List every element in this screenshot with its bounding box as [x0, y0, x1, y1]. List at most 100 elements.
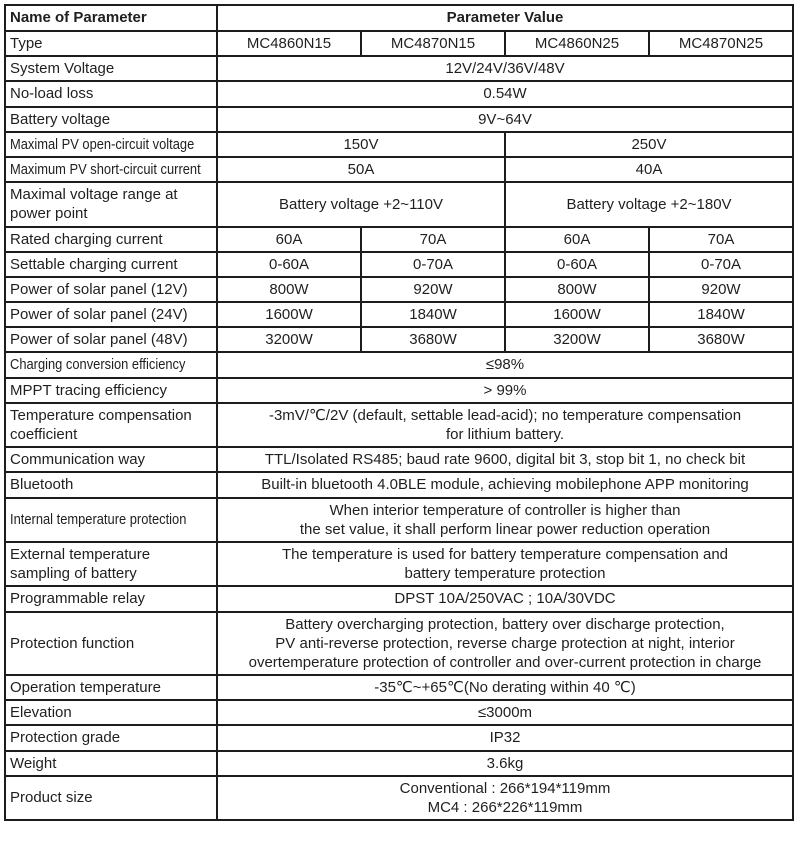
cell-value: 9V~64V — [216, 105, 794, 133]
param-name: Power of solar panel (24V) — [4, 301, 218, 329]
cell-value: -35℃~+65℃(No derating within 40 ℃) — [216, 674, 794, 702]
param-label: Communication way — [10, 451, 146, 469]
cell-value: 800W — [216, 275, 362, 304]
table-row-protection-grade: Protection grade IP32 — [4, 724, 794, 752]
param-label: Bluetooth — [10, 476, 74, 494]
cell-value: 70A — [648, 225, 794, 253]
cell-value: 1840W — [360, 301, 506, 329]
cell-value: 150V — [216, 130, 506, 158]
cell-value: TTL/Isolated RS485; baud rate 9600, digi… — [216, 446, 794, 474]
param-label: Operation temperature — [10, 679, 161, 697]
cell-value: 3200W — [504, 326, 650, 354]
param-name: MPPT tracing efficiency — [4, 376, 218, 404]
cell-value: When interior temperature of controller … — [216, 496, 794, 543]
param-label: Settable charging current — [10, 255, 178, 273]
param-label: Internal temperature protection — [10, 511, 187, 529]
cell-value: MC4870N15 — [360, 29, 506, 58]
cell-value: 3.6kg — [216, 749, 794, 777]
param-label: Protection function — [10, 634, 135, 652]
param-label: Weight — [10, 754, 57, 772]
cell-value: 0.54W — [216, 80, 794, 108]
param-name: Type — [4, 29, 218, 58]
table-row-communication-way: Communication way TTL/Isolated RS485; ba… — [4, 446, 794, 474]
param-label: Maximal voltage range at power point — [10, 186, 178, 223]
cell-value: Battery voltage +2~110V — [216, 181, 506, 228]
table-row-internal-temperature-protection: Internal temperature protection When int… — [4, 496, 794, 543]
cell-value: Built-in bluetooth 4.0BLE module, achiev… — [216, 471, 794, 499]
cell-value: 40A — [504, 155, 794, 184]
param-name: Internal temperature protection — [4, 496, 218, 543]
table-row-max-voltage-range: Maximal voltage range at power point Bat… — [4, 181, 794, 228]
cell-value: 60A — [504, 225, 650, 253]
param-name: System Voltage — [4, 55, 218, 83]
table-row-power-solar-panel-12v: Power of solar panel (12V) 800W 920W 800… — [4, 275, 794, 304]
cell-value: 3680W — [648, 326, 794, 354]
cell-value: ≤98% — [216, 351, 794, 379]
param-name: No-load loss — [4, 80, 218, 108]
cell-value: 3200W — [216, 326, 362, 354]
cell-value: 920W — [360, 275, 506, 304]
cell-value: 70A — [360, 225, 506, 253]
header-parameter-value: Parameter Value — [216, 4, 794, 32]
param-name: Rated charging current — [4, 225, 218, 253]
table-row-temperature-compensation: Temperature compensation coefficient -3m… — [4, 401, 794, 449]
table-row-settable-charging-current: Settable charging current 0-60A 0-70A 0-… — [4, 250, 794, 278]
header-name-of-parameter: Name of Parameter — [4, 4, 218, 32]
param-name: Power of solar panel (48V) — [4, 326, 218, 354]
table-row-protection-function: Protection function Battery overcharging… — [4, 610, 794, 677]
cell-value: 3680W — [360, 326, 506, 354]
table-row-elevation: Elevation ≤3000m — [4, 699, 794, 727]
cell-value: MC4860N15 — [216, 29, 362, 58]
param-label: Power of solar panel (48V) — [10, 331, 188, 349]
table-row-weight: Weight 3.6kg — [4, 749, 794, 777]
param-label: External temperature sampling of battery — [10, 545, 151, 583]
param-name: Settable charging current — [4, 250, 218, 278]
table-row-mppt-tracing-efficiency: MPPT tracing efficiency > 99% — [4, 376, 794, 404]
table-row-no-load-loss: No-load loss 0.54W — [4, 80, 794, 108]
table-row-power-solar-panel-48v: Power of solar panel (48V) 3200W 3680W 3… — [4, 326, 794, 354]
param-name: Protection function — [4, 610, 218, 677]
param-name: Power of solar panel (12V) — [4, 275, 218, 304]
table-row-programmable-relay: Programmable relay DPST 10A/250VAC ; 10A… — [4, 585, 794, 613]
cell-value: 250V — [504, 130, 794, 158]
cell-value: 920W — [648, 275, 794, 304]
param-label: Temperature compensation coefficient — [10, 406, 192, 443]
param-name: Elevation — [4, 699, 218, 727]
cell-value: 60A — [216, 225, 362, 253]
param-name: Maximal voltage range at power point — [4, 181, 218, 228]
table-header-row: Name of Parameter Parameter Value — [4, 4, 794, 32]
param-label: Type — [10, 35, 43, 52]
cell-value: -3mV/℃/2V (default, settable lead-acid);… — [216, 401, 794, 449]
cell-value: 0-60A — [216, 250, 362, 278]
param-label: Battery voltage — [10, 110, 111, 128]
table-row-charging-conversion-efficiency: Charging conversion efficiency ≤98% — [4, 351, 794, 379]
cell-value: > 99% — [216, 376, 794, 404]
cell-value: The temperature is used for battery temp… — [216, 540, 794, 588]
table-row-product-size: Product size Conventional : 266*194*119m… — [4, 774, 794, 822]
cell-value: Conventional : 266*194*119mm MC4 : 266*2… — [216, 774, 794, 822]
param-name: Operation temperature — [4, 674, 218, 702]
param-label: Maximum PV short-circuit current — [10, 160, 201, 178]
param-name: Communication way — [4, 446, 218, 474]
param-name: Charging conversion efficiency — [4, 351, 218, 379]
param-name: Maximal PV open-circuit voltage — [4, 130, 218, 158]
table-row-operation-temperature: Operation temperature -35℃~+65℃(No derat… — [4, 674, 794, 702]
param-label: MPPT tracing efficiency — [10, 381, 168, 399]
table-row-rated-charging-current: Rated charging current 60A 70A 60A 70A — [4, 225, 794, 253]
table-row-max-pv-open-circuit-voltage: Maximal PV open-circuit voltage 150V 250… — [4, 130, 794, 158]
param-label: Rated charging current — [10, 230, 163, 248]
param-name: Maximum PV short-circuit current — [4, 155, 218, 184]
param-name: Protection grade — [4, 724, 218, 752]
param-name: External temperature sampling of battery — [4, 540, 218, 588]
table-row-bluetooth: Bluetooth Built-in bluetooth 4.0BLE modu… — [4, 471, 794, 499]
cell-value: ≤3000m — [216, 699, 794, 727]
cell-value: 50A — [216, 155, 506, 184]
cell-value: 800W — [504, 275, 650, 304]
param-label: Power of solar panel (24V) — [10, 306, 188, 324]
cell-value: IP32 — [216, 724, 794, 752]
cell-value: 0-60A — [504, 250, 650, 278]
param-name: Battery voltage — [4, 105, 218, 133]
param-label: Elevation — [10, 704, 72, 722]
parameter-table: Name of Parameter Parameter Value Type M… — [4, 4, 794, 822]
